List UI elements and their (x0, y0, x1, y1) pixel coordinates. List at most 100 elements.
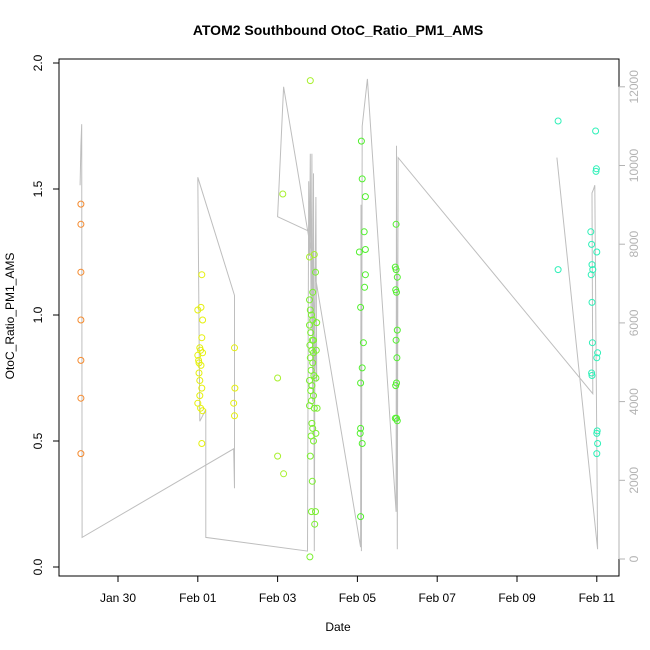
data-point (393, 288, 400, 296)
data-point (195, 369, 203, 377)
data-point (588, 369, 596, 377)
data-point (592, 127, 600, 135)
data-point (310, 404, 318, 412)
x-tick-label: Jan 30 (100, 591, 136, 605)
secondary-line-layer (79, 78, 599, 552)
data-point (306, 77, 314, 85)
data-point (587, 228, 595, 236)
data-point (77, 450, 85, 458)
data-point (306, 321, 313, 329)
data-point (310, 336, 317, 344)
data-point (307, 329, 315, 337)
data-point (194, 351, 202, 359)
chart-title: ATOM2 Southbound OtoC_Ratio_PM1_AMS (193, 22, 483, 38)
right-y-tick-label: 6000 (627, 309, 641, 336)
data-point (306, 452, 314, 460)
data-point (593, 248, 601, 256)
data-point (357, 513, 365, 521)
data-point (356, 429, 364, 437)
y-tick-label: 1.5 (31, 180, 45, 197)
data-point (309, 359, 317, 367)
data-point (393, 273, 401, 281)
data-point (313, 319, 321, 327)
x-tick-label: Feb 05 (339, 591, 377, 605)
data-point (199, 316, 207, 324)
right-y-tick-label: 4000 (627, 388, 641, 415)
data-point (306, 553, 314, 561)
data-point (393, 354, 401, 362)
data-point (198, 384, 206, 392)
data-point (308, 382, 316, 390)
data-point (361, 246, 369, 253)
data-point (594, 440, 602, 447)
data-point (308, 477, 316, 485)
y-tick-label: 1.0 (31, 306, 45, 323)
data-point (593, 427, 601, 435)
data-point (588, 298, 596, 306)
data-point (359, 339, 367, 347)
x-axis-title: Date (325, 620, 351, 634)
data-point (309, 288, 317, 296)
x-tick-label: Feb 09 (498, 591, 536, 605)
x-axis: Jan 30 Feb 01 Feb 03 Feb 05 Feb 07 Feb 09 Feb … (100, 575, 616, 605)
data-point (358, 440, 366, 447)
right-y-tick-label: 10000 (627, 148, 641, 182)
data-point (588, 261, 596, 269)
y-tick-label: 2.0 (31, 54, 45, 71)
data-point (361, 283, 369, 291)
right-y-tick-label: 0 (627, 555, 641, 562)
data-point (355, 248, 363, 256)
data-point (594, 349, 602, 357)
data-point (593, 429, 601, 437)
data-point (554, 266, 562, 274)
data-point (197, 361, 205, 369)
data-point (312, 346, 320, 354)
plot-frame (58, 58, 620, 577)
data-point (77, 316, 85, 324)
data-point (588, 339, 596, 347)
data-point (392, 220, 400, 228)
data-point (306, 306, 314, 314)
data-point (358, 175, 366, 183)
x-tick-label: Feb 07 (419, 591, 457, 605)
data-point (309, 424, 317, 432)
data-point (198, 440, 206, 447)
data-point (357, 424, 365, 432)
y-tick-label: 0.5 (31, 432, 45, 449)
y-axis-left: 0.0 0.5 1.0 1.5 2.0 (31, 54, 60, 575)
data-point (392, 336, 400, 344)
data-point (77, 220, 85, 228)
right-y-tick-label: 12000 (627, 70, 641, 104)
data-point (313, 404, 321, 412)
data-point (592, 165, 600, 173)
data-point (77, 268, 85, 276)
data-point (77, 356, 85, 364)
data-point (592, 167, 600, 175)
x-tick-label: Feb 11 (579, 591, 616, 605)
data-point (310, 437, 317, 445)
data-point (392, 382, 400, 390)
data-point (198, 334, 206, 342)
data-point (312, 268, 319, 276)
data-point (593, 450, 601, 458)
data-point (230, 399, 238, 407)
data-point (308, 311, 315, 319)
data-point (392, 266, 400, 274)
data-point (77, 200, 85, 208)
data-point (312, 508, 319, 516)
data-point (306, 296, 313, 304)
data-point (311, 520, 319, 528)
data-point (554, 117, 562, 125)
data-point (280, 470, 288, 478)
data-point (357, 137, 365, 145)
x-tick-label: Feb 03 (259, 591, 297, 605)
data-point (588, 372, 596, 379)
data-point (361, 193, 369, 201)
data-point (593, 354, 601, 362)
data-point (274, 452, 282, 460)
x-tick-label: Feb 01 (179, 591, 217, 605)
data-point (308, 508, 315, 516)
data-point (360, 228, 368, 236)
data-point (312, 374, 320, 382)
